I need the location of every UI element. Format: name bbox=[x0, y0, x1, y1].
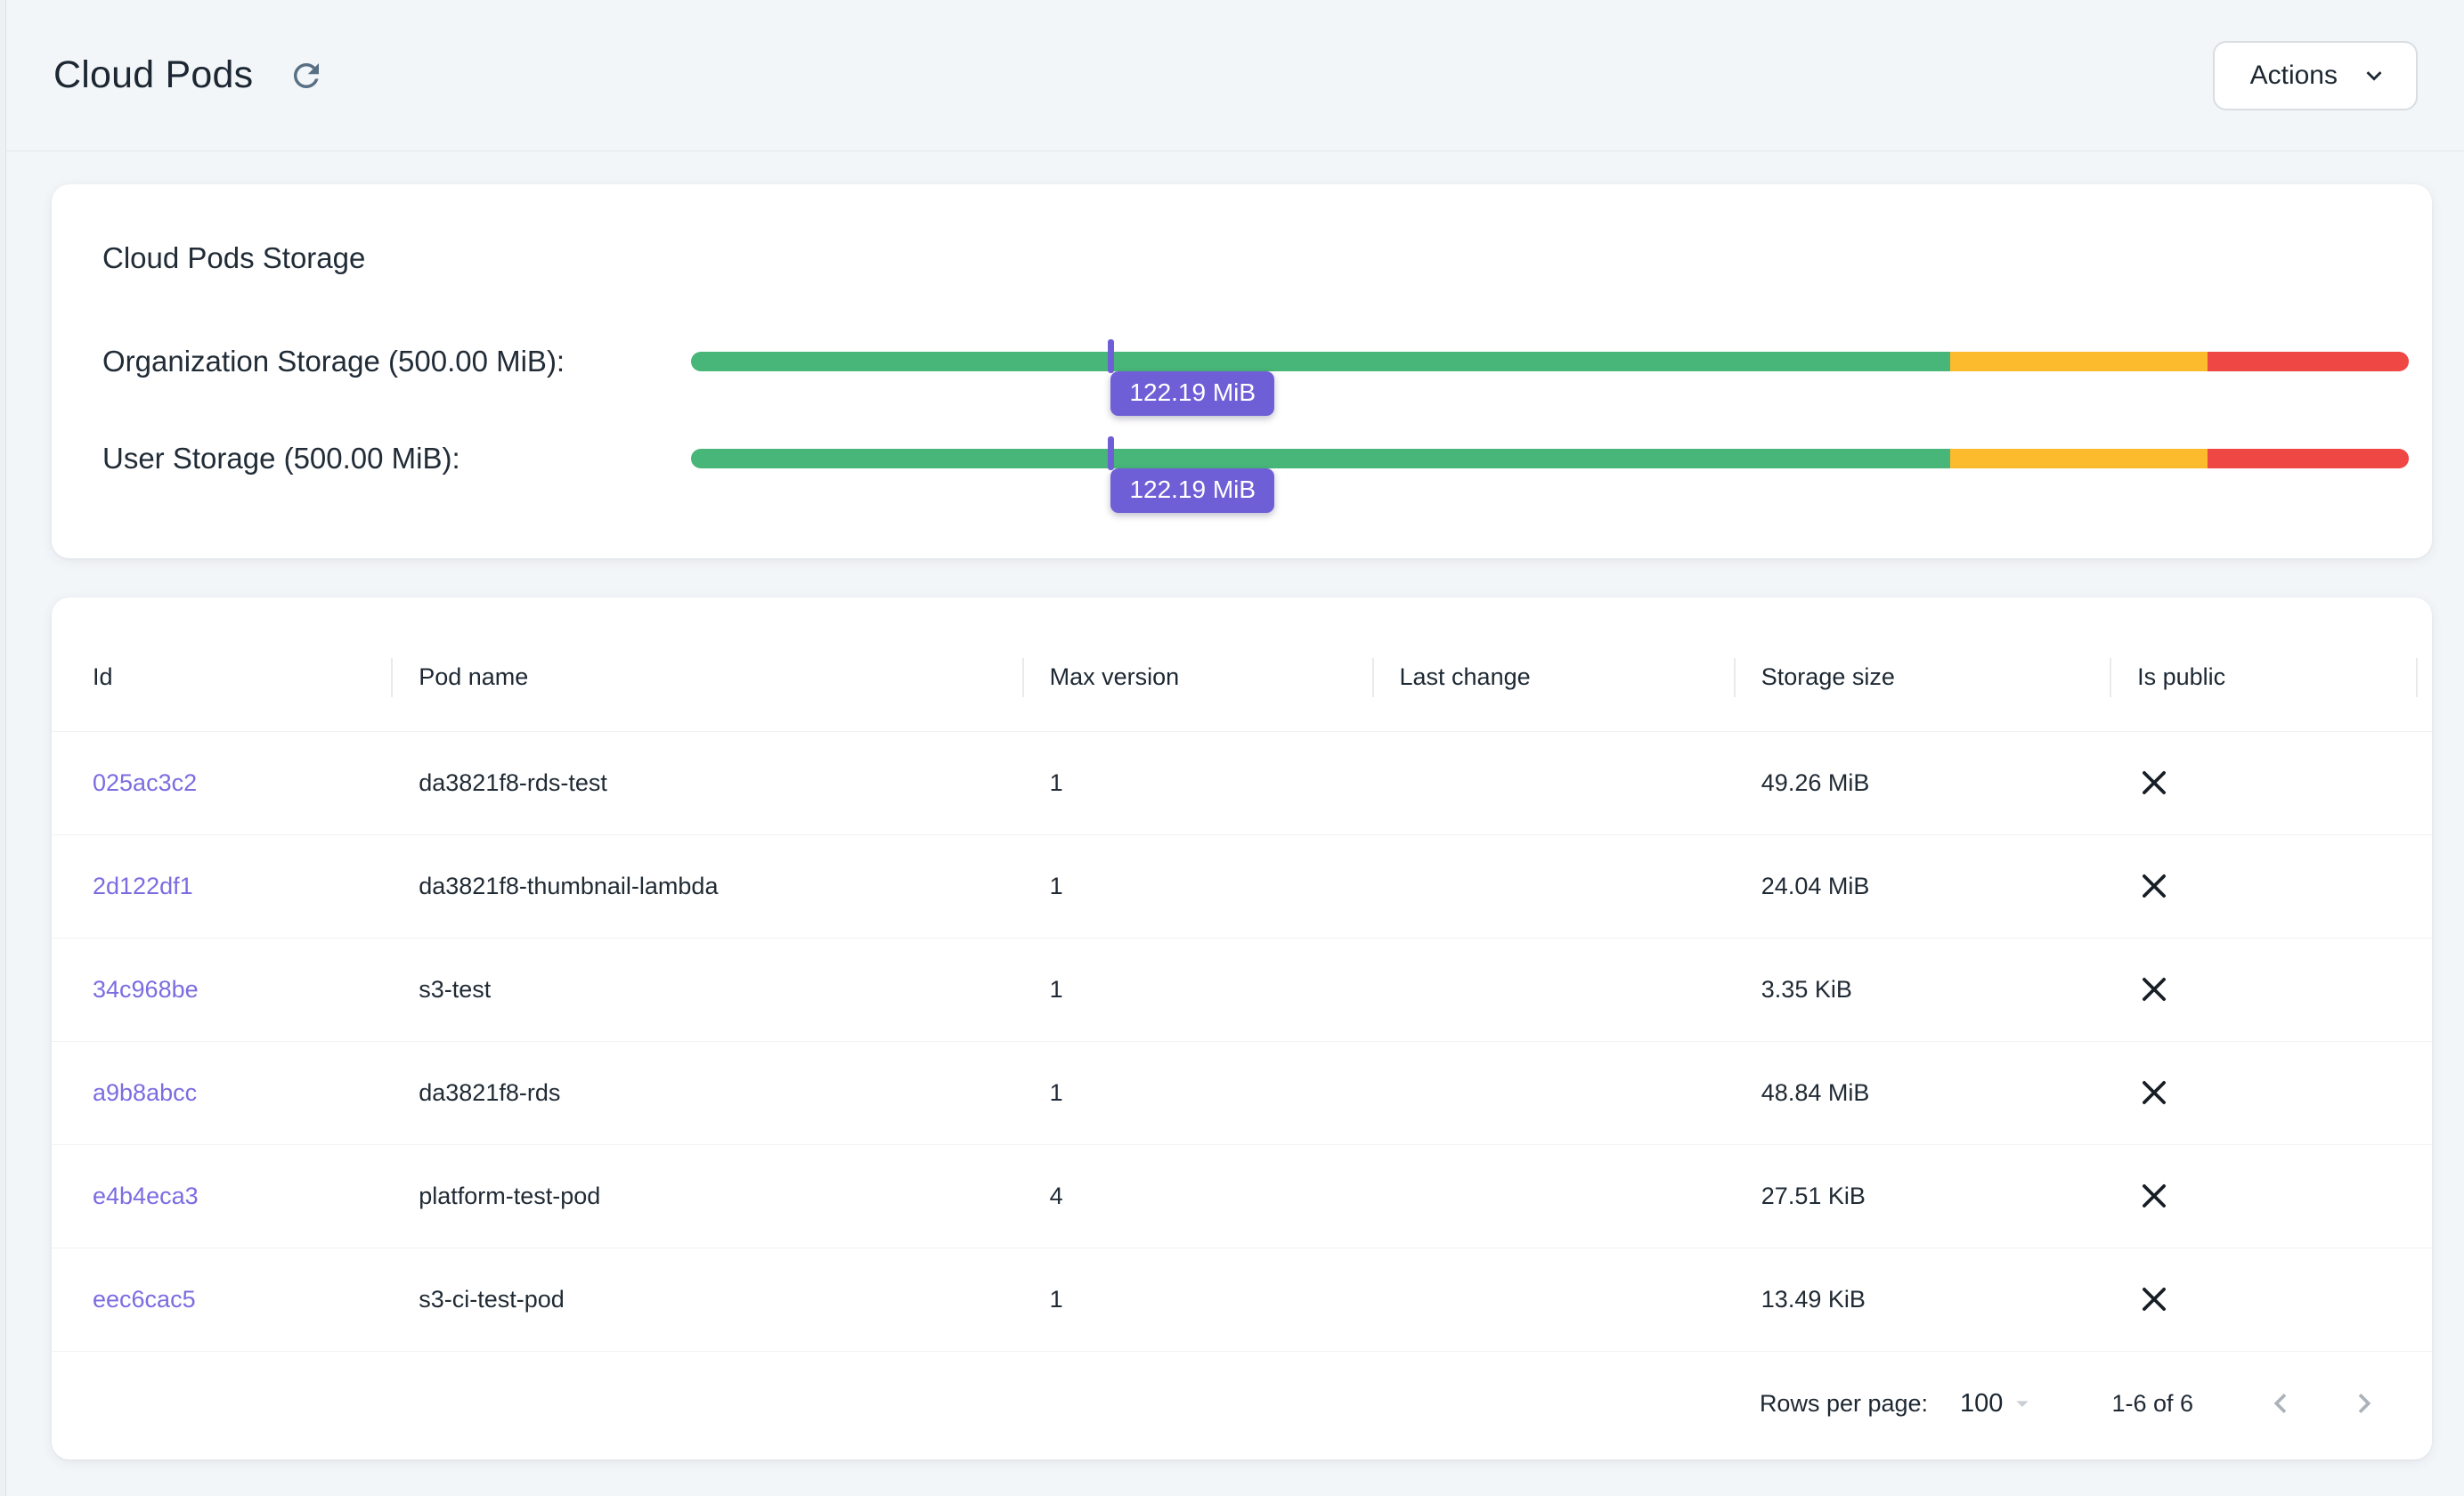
max-version-cell: 4 bbox=[1022, 1144, 1373, 1248]
refresh-icon bbox=[288, 57, 325, 94]
table-row: 025ac3c2 da3821f8-rds-test 1 49.26 MiB bbox=[52, 731, 2432, 835]
is-public-cell bbox=[2110, 1248, 2432, 1352]
max-version-cell: 1 bbox=[1022, 1041, 1373, 1145]
chevron-down-icon bbox=[2359, 61, 2389, 91]
table-row: a9b8abcc da3821f8-rds 1 48.84 MiB bbox=[52, 1041, 2432, 1145]
usage-value-badge: 122.19 MiB bbox=[1110, 468, 1275, 513]
bar-segment-green bbox=[691, 352, 1950, 371]
bar-segment-red bbox=[2208, 352, 2409, 371]
max-version-cell: 1 bbox=[1022, 834, 1373, 939]
storage-bar: 122.19 MiB bbox=[691, 436, 2409, 513]
last-change-cell bbox=[1372, 938, 1735, 1042]
rows-per-page-value: 100 bbox=[1960, 1388, 2004, 1418]
table-pagination: Rows per page: 100 1-6 of 6 bbox=[52, 1352, 2432, 1456]
column-header-storage-size: Storage size bbox=[1733, 624, 2111, 732]
next-page-button[interactable] bbox=[2343, 1382, 2386, 1425]
not-public-cross-icon bbox=[2137, 869, 2405, 903]
storage-rows: Organization Storage (500.00 MiB): 122.1… bbox=[102, 339, 2409, 513]
storage-size-cell: 27.51 KiB bbox=[1734, 1144, 2111, 1248]
refresh-button[interactable] bbox=[283, 53, 329, 99]
table-row: 34c968be s3-test 1 3.35 KiB bbox=[52, 938, 2432, 1042]
rows-per-page-select[interactable]: 100 bbox=[1960, 1389, 2037, 1419]
usage-value-badge: 122.19 MiB bbox=[1110, 371, 1275, 416]
storage-card-title: Cloud Pods Storage bbox=[102, 241, 366, 274]
organization-storage-row: Organization Storage (500.00 MiB): 122.1… bbox=[102, 339, 2409, 416]
rows-per-page-label: Rows per page: bbox=[1759, 1389, 1929, 1417]
pod-id-link[interactable]: 025ac3c2 bbox=[93, 768, 198, 796]
table-row: eec6cac5 s3-ci-test-pod 1 13.49 KiB bbox=[52, 1248, 2432, 1352]
pod-name-cell: s3-ci-test-pod bbox=[392, 1248, 1023, 1352]
max-version-cell: 1 bbox=[1022, 731, 1373, 835]
not-public-cross-icon bbox=[2137, 766, 2405, 800]
is-public-cell bbox=[2110, 1041, 2432, 1145]
column-header-pod-name: Pod name bbox=[391, 624, 1023, 732]
bar-segment-yellow bbox=[1949, 352, 2208, 371]
not-public-cross-icon bbox=[2137, 1282, 2405, 1316]
last-change-cell bbox=[1372, 1041, 1735, 1145]
max-version-cell: 1 bbox=[1022, 1248, 1373, 1352]
chevron-right-icon bbox=[2345, 1384, 2384, 1423]
pagination-range-label: 1-6 of 6 bbox=[2111, 1389, 2193, 1417]
user-storage-row: User Storage (500.00 MiB): 122.19 MiB bbox=[102, 436, 2409, 513]
column-header-last-change: Last change bbox=[1371, 624, 1735, 732]
bar-segment-green bbox=[691, 449, 1950, 468]
is-public-cell bbox=[2110, 834, 2432, 939]
storage-size-cell: 13.49 KiB bbox=[1734, 1248, 2111, 1352]
table-row: e4b4eca3 platform-test-pod 4 27.51 KiB bbox=[52, 1144, 2432, 1248]
pods-table-card: Id Pod name Max version Last change Stor… bbox=[52, 598, 2432, 1459]
table-header-row: Id Pod name Max version Last change Stor… bbox=[52, 624, 2432, 732]
column-header-is-public: Is public bbox=[2110, 624, 2432, 732]
last-change-cell bbox=[1372, 1248, 1735, 1352]
last-change-cell bbox=[1372, 1144, 1735, 1248]
pod-name-cell: platform-test-pod bbox=[392, 1144, 1023, 1248]
pod-id-link[interactable]: eec6cac5 bbox=[93, 1285, 196, 1313]
arrow-dropdown-icon bbox=[2003, 1389, 2037, 1418]
pod-name-cell: da3821f8-thumbnail-lambda bbox=[392, 834, 1023, 939]
table-row: 2d122df1 da3821f8-thumbnail-lambda 1 24.… bbox=[52, 834, 2432, 939]
organization-storage-label: Organization Storage (500.00 MiB): bbox=[102, 345, 565, 378]
bar-segment-yellow bbox=[1949, 449, 2208, 468]
pod-id-link[interactable]: e4b4eca3 bbox=[93, 1182, 199, 1209]
pod-id-link[interactable]: 34c968be bbox=[93, 975, 199, 1003]
pod-id-link[interactable]: 2d122df1 bbox=[93, 872, 193, 899]
column-header-id: Id bbox=[52, 624, 393, 732]
is-public-cell bbox=[2110, 731, 2432, 835]
is-public-cell bbox=[2110, 1144, 2432, 1248]
pod-name-cell: da3821f8-rds bbox=[392, 1041, 1023, 1145]
last-change-cell bbox=[1372, 731, 1735, 835]
storage-card: Cloud Pods Storage Organization Storage … bbox=[52, 184, 2432, 558]
last-change-cell bbox=[1372, 834, 1735, 939]
storage-size-cell: 48.84 MiB bbox=[1734, 1041, 2111, 1145]
user-storage-label: User Storage (500.00 MiB): bbox=[102, 442, 460, 475]
usage-marker bbox=[1108, 339, 1115, 373]
not-public-cross-icon bbox=[2137, 1179, 2405, 1213]
content-left-edge bbox=[0, 0, 6, 1496]
is-public-cell bbox=[2110, 938, 2432, 1042]
actions-button[interactable]: Actions bbox=[2212, 40, 2418, 110]
pods-table: Id Pod name Max version Last change Stor… bbox=[52, 624, 2432, 1352]
pod-name-cell: da3821f8-rds-test bbox=[392, 731, 1023, 835]
bar-segment-red bbox=[2208, 449, 2409, 468]
actions-button-label: Actions bbox=[2249, 60, 2338, 90]
previous-page-button[interactable] bbox=[2259, 1382, 2302, 1425]
storage-size-cell: 24.04 MiB bbox=[1734, 834, 2111, 939]
storage-size-cell: 49.26 MiB bbox=[1734, 731, 2111, 835]
pod-id-link[interactable]: a9b8abcc bbox=[93, 1078, 198, 1106]
column-header-max-version: Max version bbox=[1021, 624, 1373, 732]
chevron-left-icon bbox=[2261, 1384, 2300, 1423]
not-public-cross-icon bbox=[2137, 972, 2405, 1006]
page-header: Cloud Pods Actions bbox=[0, 0, 2464, 151]
usage-marker bbox=[1108, 436, 1115, 470]
not-public-cross-icon bbox=[2137, 1076, 2405, 1110]
pod-name-cell: s3-test bbox=[392, 938, 1023, 1042]
max-version-cell: 1 bbox=[1022, 938, 1373, 1042]
storage-size-cell: 3.35 KiB bbox=[1734, 938, 2111, 1042]
storage-bar: 122.19 MiB bbox=[691, 339, 2409, 416]
page-title: Cloud Pods bbox=[53, 53, 254, 96]
